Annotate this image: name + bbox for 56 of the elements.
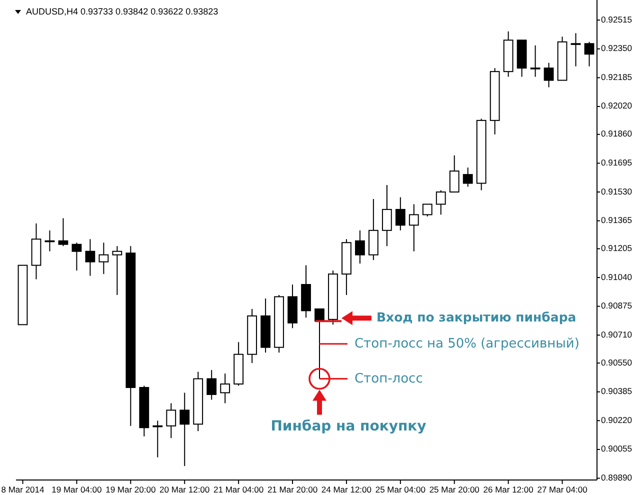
candlestick [206, 370, 217, 400]
x-tick-label: 24 Mar 12:00 [321, 484, 372, 494]
y-tick-label: 0.90550 [601, 357, 632, 368]
x-tick-label: 20 Mar 12:00 [160, 484, 210, 494]
y-tick-label: 0.90220 [601, 414, 632, 425]
x-tick-label: 25 Mar 04:00 [375, 484, 426, 494]
candlestick [544, 62, 554, 88]
x-tick-label: 26 Mar 12:00 [483, 484, 534, 494]
y-tick-label: 0.90710 [601, 329, 632, 340]
candlestick [98, 242, 109, 275]
x-tick-label: 19 Mar 04:00 [52, 484, 102, 494]
candlestick [530, 44, 540, 78]
candlestick [112, 246, 122, 296]
candlestick [570, 32, 581, 67]
annotation: Пинбар на покупку [270, 418, 426, 435]
y-tick-label: 0.91040 [601, 272, 632, 282]
candlestick [85, 238, 96, 276]
candlestick [355, 230, 365, 264]
y-tick-label: 0.91530 [601, 186, 632, 196]
candlestick [152, 420, 163, 458]
candlestick [58, 218, 68, 247]
y-tick-label: 0.90385 [601, 386, 632, 396]
x-tick-label: 21 Mar 20:00 [267, 484, 318, 494]
x-tick-label: 25 Mar 20:00 [429, 484, 480, 494]
x-tick-label: 21 Mar 04:00 [214, 484, 264, 494]
candlestick [72, 242, 82, 272]
y-tick-label: 0.90055 [601, 444, 632, 454]
candlestick [314, 308, 324, 380]
text: AUDUSD,H4 0.93733 0.93842 0.93622 0.93823 [26, 6, 218, 16]
candlestick [436, 190, 446, 216]
annotation: Стоп-лосс [354, 371, 423, 386]
y-tick-label: 0.91365 [601, 215, 632, 226]
y-tick-label: 0.92185 [601, 72, 632, 82]
candlestick [220, 373, 230, 404]
annotation: Вход по закрытию пинбара [376, 310, 576, 325]
candlestick [462, 167, 473, 188]
y-tick-label: 0.92515 [601, 14, 632, 24]
candlestick [166, 402, 176, 439]
x-tick-label: 27 Mar 04:00 [537, 484, 588, 494]
candlestick [449, 154, 460, 192]
x-tick-label: 19 Mar 20:00 [106, 484, 156, 494]
candlestick [422, 204, 432, 217]
y-tick-label: 0.92350 [601, 43, 632, 54]
candlestick [382, 184, 392, 247]
y-tick-label: 0.91860 [601, 128, 632, 139]
y-tick-label: 0.91695 [601, 157, 632, 168]
y-tick-label: 0.90875 [601, 300, 632, 311]
candlestick [395, 196, 406, 231]
y-tick-label: 0.92020 [601, 100, 632, 111]
annotation: Стоп-лосс на 50% (агрессивный) [354, 336, 580, 352]
x-tick-label: 8 Mar 2014 [1, 484, 45, 494]
y-tick-label: 0.91205 [601, 242, 632, 253]
candlestick [584, 41, 594, 67]
candlestick [180, 392, 190, 467]
candlestick [408, 204, 419, 252]
y-tick-label: 0.89890 [601, 472, 632, 483]
